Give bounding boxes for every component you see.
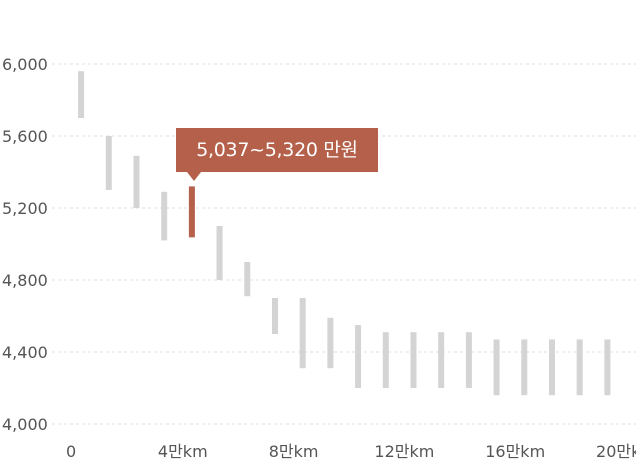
y-tick-label: 5,600 — [2, 127, 48, 146]
range-bar[interactable] — [548, 339, 555, 396]
range-bar[interactable] — [244, 262, 251, 297]
range-bar[interactable] — [161, 191, 168, 241]
x-tick-label: 16만km — [485, 442, 545, 461]
range-bar[interactable] — [604, 339, 611, 396]
grid-lines — [52, 63, 636, 425]
range-bar[interactable] — [355, 325, 362, 388]
price-tooltip: 5,037~5,320 만원 — [176, 128, 378, 172]
range-bar[interactable] — [521, 339, 528, 396]
range-bar-highlighted[interactable] — [188, 186, 195, 238]
range-bar[interactable] — [410, 332, 417, 388]
range-bar[interactable] — [493, 339, 500, 396]
range-bar[interactable] — [465, 332, 472, 388]
x-tick-label: 20만km — [596, 442, 636, 461]
x-tick-label: 8만km — [269, 442, 319, 461]
y-tick-label: 4,000 — [2, 415, 48, 434]
range-bars — [78, 71, 611, 396]
y-axis-ticks: 4,000 4,400 4,800 5,200 5,600 6,000 — [2, 55, 48, 434]
range-bar[interactable] — [576, 339, 583, 396]
range-bar[interactable] — [216, 226, 223, 280]
x-tick-label: 0 — [66, 442, 76, 461]
y-tick-label: 4,400 — [2, 343, 48, 362]
range-bar[interactable] — [271, 298, 278, 334]
range-bar[interactable] — [133, 155, 140, 208]
range-bar[interactable] — [438, 332, 445, 388]
tooltip-pointer — [187, 172, 201, 181]
x-tick-label: 12만km — [374, 442, 434, 461]
range-bar[interactable] — [78, 71, 85, 118]
range-bar[interactable] — [382, 332, 389, 388]
range-bar[interactable] — [105, 136, 112, 190]
y-tick-label: 4,800 — [2, 271, 48, 290]
range-bar[interactable] — [299, 298, 306, 369]
x-axis-ticks: 0 4만km 8만km 12만km 16만km 20만km — [66, 442, 636, 461]
range-bar[interactable] — [327, 317, 334, 369]
y-tick-label: 6,000 — [2, 55, 48, 74]
x-tick-label: 4만km — [158, 442, 208, 461]
y-tick-label: 5,200 — [2, 199, 48, 218]
